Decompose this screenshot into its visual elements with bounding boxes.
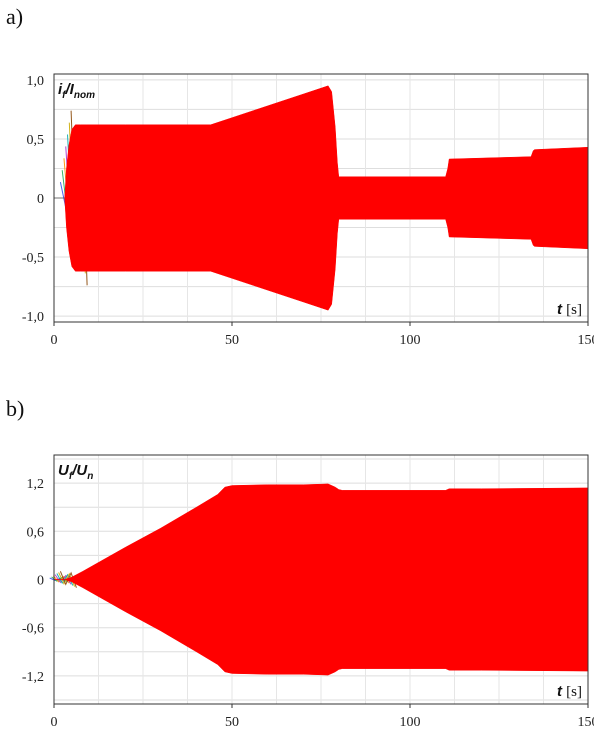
x-tick-label: 50 (225, 715, 239, 730)
y-tick-label: 0,5 (27, 133, 45, 148)
y-tick-label: 1,2 (27, 477, 45, 492)
x-tick-label: 150 (578, 333, 594, 348)
x-tick-label: 150 (578, 715, 594, 730)
x-axis-label: t [s] (557, 301, 582, 318)
plot-frame (53, 73, 589, 323)
x-tick-label: 0 (51, 333, 58, 348)
y-tick-label: 0 (37, 192, 44, 207)
x-axis-label: t [s] (557, 683, 582, 700)
chart-b: 1,2 0,6 0 -0,6 -1,2 0 50 100 150 Uf/Un t [s] (22, 454, 594, 730)
x-tick-label: 50 (225, 333, 239, 348)
x-tick-label: 100 (400, 333, 421, 348)
y-tick-label: -0,5 (22, 251, 44, 266)
panel-label-b: b) (6, 396, 25, 421)
y-axis-label: Uf/Un (58, 462, 93, 482)
x-tick-label: 0 (51, 715, 58, 730)
y-tick-label: -1,0 (22, 310, 44, 325)
plot-frame (53, 454, 589, 705)
panel-label-a: a) (6, 4, 24, 29)
chart-a: 1,0 0,5 0 -0,5 -1,0 0 50 100 150 if/Inom t [s] (22, 73, 594, 348)
y-tick-label: 0,6 (27, 525, 45, 540)
signal-envelope (54, 483, 589, 676)
y-axis-label: if/Inom (58, 81, 95, 101)
x-tick-label: 100 (400, 715, 421, 730)
y-tick-label: -0,6 (22, 622, 44, 637)
y-tick-label: -1,2 (22, 670, 44, 685)
y-tick-label: 0 (37, 574, 44, 589)
y-tick-label: 1,0 (27, 74, 45, 89)
